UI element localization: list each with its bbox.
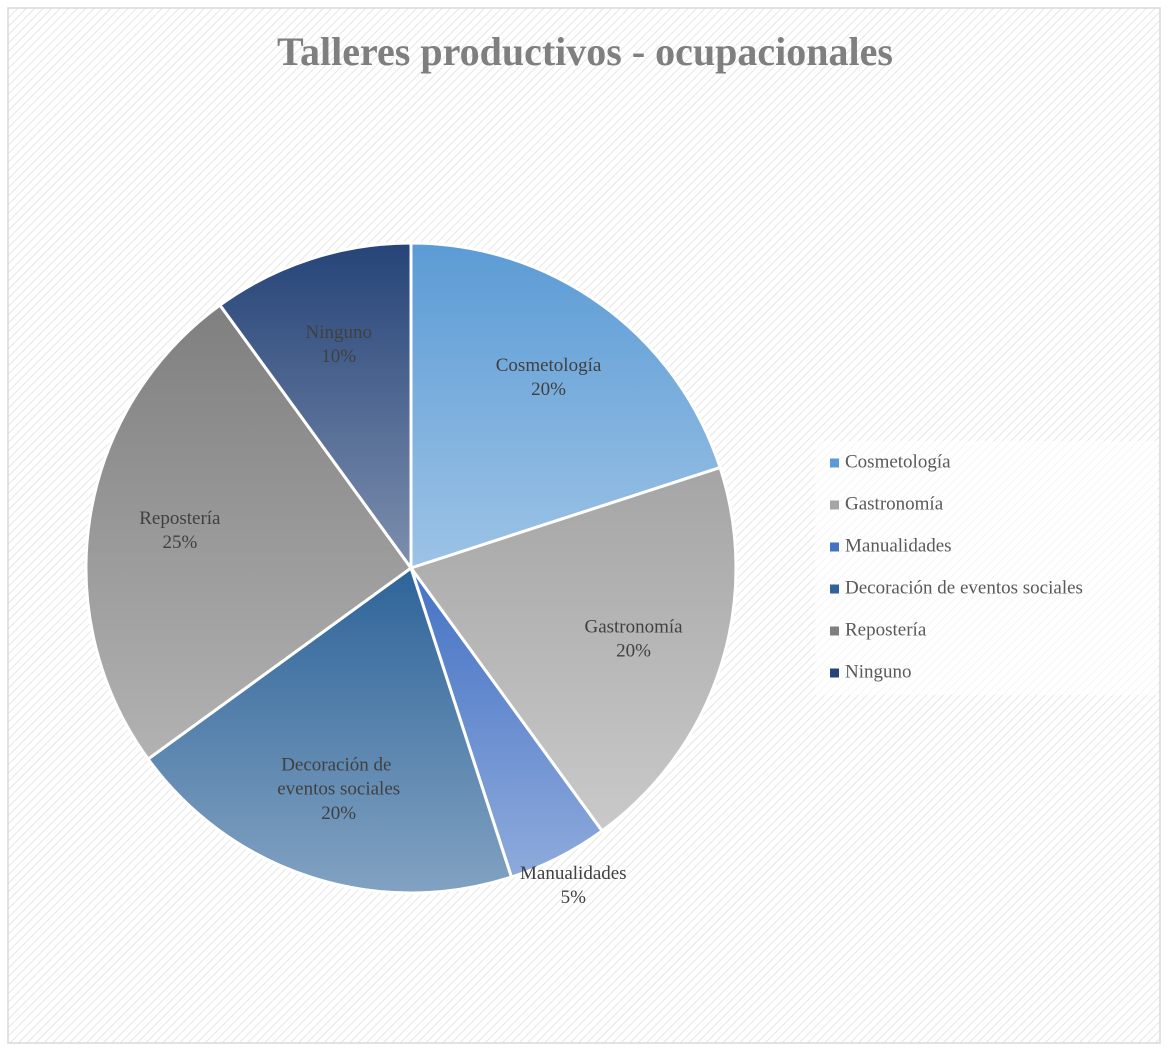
pie-slice [408,465,738,834]
legend-label: Repostería [845,619,927,640]
pie-slice [84,302,414,762]
legend-marker [830,584,839,594]
legend-marker [830,626,839,636]
slice-value-label: 25% [162,532,197,553]
slice-category-label: Gastronomía [584,617,683,638]
legend-label: Manualidades [845,535,952,556]
legend-label: Gastronomía [845,493,944,514]
slice-category-label: Manualidades [520,863,627,884]
slice-value-label: 20% [531,379,566,400]
legend-marker [830,458,839,468]
legend-label: Ninguno [845,661,912,682]
legend-marker [830,668,839,678]
pie-slice [145,565,514,895]
slice-category-label: Ninguno [305,322,372,343]
slice-value-label: 20% [321,803,356,824]
slice-value-label: 20% [616,641,651,662]
legend-marker [830,542,839,552]
pie-slice [217,241,413,573]
slice-category-label: Cosmetología [496,355,602,376]
legend-label: Decoración de eventos sociales [845,577,1083,598]
legend-marker [830,500,839,510]
chart-title: Talleres productivos - ocupacionales [277,29,893,74]
slice-value-label: 5% [561,887,587,908]
slice-category-label: Decoración de eventos sociales [277,755,400,800]
legend-box [815,441,1158,695]
pie-slice [409,241,722,571]
slice-category-label: Repostería [139,508,221,529]
slice-value-label: 10% [321,346,356,367]
legend-label: Cosmetología [845,451,951,472]
